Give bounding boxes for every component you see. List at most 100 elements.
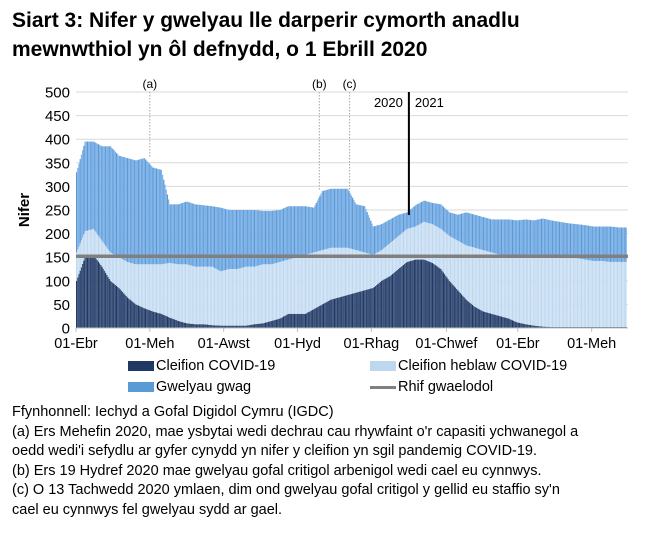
bar-empty <box>491 219 493 253</box>
bar-covid <box>480 310 482 328</box>
bar-empty <box>198 204 200 267</box>
bar-covid <box>117 286 119 328</box>
bar-non-covid <box>505 256 507 318</box>
bar-non-covid <box>431 224 434 263</box>
bar-empty <box>545 219 547 258</box>
bar-empty <box>623 227 625 262</box>
legend-swatch-baseline <box>370 385 396 389</box>
bar-empty <box>207 205 210 267</box>
bar-non-covid <box>529 257 532 326</box>
bar-empty <box>586 225 589 260</box>
bar-empty <box>600 226 602 261</box>
bar-empty <box>298 206 300 257</box>
bar-empty <box>216 207 218 270</box>
bar-covid <box>83 260 85 328</box>
bar-covid <box>525 324 527 328</box>
bar-empty <box>184 201 187 265</box>
bar-non-covid <box>588 260 590 328</box>
bar-empty <box>292 206 294 259</box>
bar-covid <box>207 324 210 328</box>
bar-non-covid <box>121 259 124 292</box>
bar-empty <box>533 220 535 258</box>
bar-empty <box>152 167 154 265</box>
bar-non-covid <box>440 228 442 269</box>
bar-covid <box>394 272 396 328</box>
bar-empty <box>367 214 369 254</box>
bar-non-covid <box>489 252 492 314</box>
bar-empty <box>401 213 403 233</box>
bar-non-covid <box>567 258 569 328</box>
y-tick-label: 300 <box>45 179 70 196</box>
bar-non-covid <box>264 264 267 323</box>
bar-non-covid <box>275 262 277 320</box>
bar-covid <box>134 303 136 328</box>
y-tick-label: 350 <box>45 155 70 172</box>
bar-covid <box>456 288 458 328</box>
bar-empty <box>420 201 423 224</box>
bar-empty <box>606 226 608 262</box>
bar-empty <box>557 221 560 259</box>
bar-non-covid <box>598 260 601 328</box>
bar-empty <box>140 159 142 265</box>
bar-non-covid <box>193 266 195 325</box>
bar-empty <box>502 219 504 256</box>
bar-empty <box>526 219 528 258</box>
bar-non-covid <box>299 256 302 314</box>
bar-empty <box>561 222 563 259</box>
bar-empty <box>157 168 159 265</box>
bar-empty <box>259 210 262 265</box>
bar-non-covid <box>474 247 476 307</box>
bar-covid <box>424 260 426 328</box>
bar-covid <box>527 324 529 328</box>
bar-covid <box>296 313 298 328</box>
bar-non-covid <box>128 262 130 299</box>
bar-covid <box>76 280 78 328</box>
bar-empty <box>603 226 606 262</box>
bar-covid <box>331 299 333 328</box>
bar-empty <box>170 204 172 264</box>
bar-covid <box>451 283 453 328</box>
bar-empty <box>604 226 607 262</box>
bar-empty <box>609 226 612 262</box>
bar-empty <box>474 214 476 248</box>
bar-non-covid <box>496 253 498 316</box>
bar-empty <box>425 201 428 223</box>
bar-empty <box>82 150 84 238</box>
bar-non-covid <box>569 258 572 328</box>
bar-covid <box>233 325 235 328</box>
bar-non-covid <box>209 266 211 325</box>
y-tick-label: 0 <box>62 321 70 338</box>
bar-empty <box>422 201 424 223</box>
bar-covid <box>445 275 447 328</box>
bar-empty <box>418 203 420 225</box>
bar-covid <box>217 325 219 328</box>
bar-empty <box>138 159 141 265</box>
bar-covid <box>410 260 412 328</box>
bar-non-covid <box>358 250 360 292</box>
note-c-cont: cael eu cynnwys fel gwelyau sydd ar gael… <box>12 501 283 518</box>
legend-item-non-covid: Cleifion heblaw COVID-19 <box>370 358 567 374</box>
bar-covid <box>396 270 399 328</box>
bar-empty <box>141 158 143 265</box>
bar-covid <box>203 324 205 328</box>
bar-non-covid <box>88 230 90 257</box>
bar-empty <box>512 219 515 258</box>
bar-non-covid <box>591 260 593 328</box>
bar-covid <box>287 313 290 328</box>
bar-non-covid <box>460 242 463 295</box>
bar-covid <box>292 313 294 328</box>
bar-empty <box>167 199 170 264</box>
bar-non-covid <box>142 264 144 308</box>
bar-non-covid <box>450 236 452 283</box>
bar-covid <box>419 259 422 328</box>
bar-non-covid <box>113 254 115 284</box>
bar-empty <box>516 220 518 258</box>
bar-non-covid <box>335 247 337 299</box>
bar-non-covid <box>97 235 100 262</box>
bar-non-covid <box>178 264 181 322</box>
bar-empty <box>263 210 265 265</box>
bar-empty <box>350 195 353 249</box>
bar-non-covid <box>473 247 475 306</box>
bar-covid <box>236 325 239 328</box>
bar-empty <box>250 210 252 267</box>
